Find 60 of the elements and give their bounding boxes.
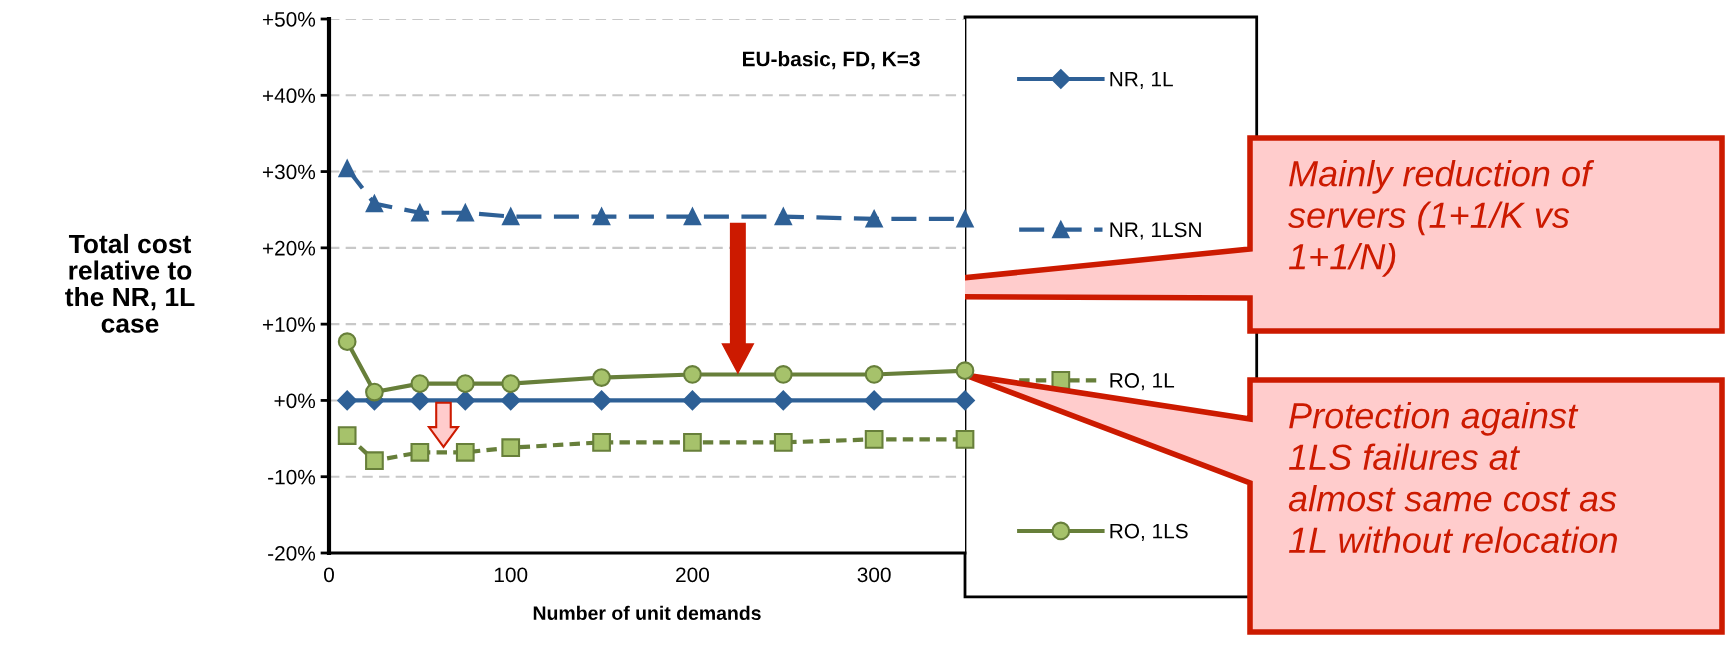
point	[955, 361, 975, 381]
point	[592, 207, 611, 226]
point	[773, 433, 793, 452]
point	[683, 365, 702, 384]
y-tick-label: +30%	[262, 164, 316, 180]
annotation: EU-basic, FD, K=3	[743, 51, 920, 70]
point	[337, 332, 357, 352]
point	[409, 390, 430, 411]
y-tick-label: +0%	[274, 393, 316, 409]
legend-label: NR, 1LSN	[1110, 222, 1201, 240]
point	[411, 204, 429, 222]
x-tick-label: 300	[857, 567, 891, 583]
point	[337, 426, 357, 445]
point	[683, 207, 702, 226]
y-tick-label: +10%	[262, 317, 316, 332]
y-tick-label: +50%	[262, 12, 316, 27]
point	[410, 374, 430, 394]
y-tick-label: +40%	[262, 88, 316, 104]
point	[773, 390, 794, 411]
point	[456, 204, 474, 222]
point	[774, 207, 792, 226]
point	[338, 159, 356, 178]
text: Protection against 1LS failures at almost same cost as 1L without relocation	[1288, 402, 1617, 554]
point	[865, 210, 883, 228]
point	[455, 442, 475, 462]
point	[682, 390, 703, 411]
x-tick-label: 200	[676, 567, 709, 583]
point	[591, 390, 612, 411]
legend-label: RO, 1LS	[1110, 523, 1188, 541]
point	[955, 429, 975, 449]
point	[365, 194, 384, 213]
x-tick-label: 100	[494, 567, 528, 583]
point	[502, 207, 520, 226]
y-tick-label: -10%	[268, 469, 316, 485]
point	[410, 442, 430, 462]
point	[500, 390, 521, 411]
point	[501, 438, 521, 458]
point	[773, 365, 793, 384]
x-axis-title: Number of unit demands	[533, 605, 761, 621]
point	[592, 433, 611, 452]
point	[365, 382, 384, 402]
legend-label: RO, 1L	[1110, 373, 1175, 391]
point	[337, 390, 358, 411]
point	[592, 368, 611, 387]
point	[501, 374, 521, 394]
point	[455, 390, 476, 411]
legend-label: NR, 1L	[1110, 71, 1173, 89]
point	[864, 365, 884, 384]
point	[955, 390, 975, 411]
x-tick-label: 0	[324, 567, 334, 583]
y-tick-label: +20%	[262, 240, 316, 256]
point	[365, 451, 384, 471]
y-tick-label: -20%	[268, 546, 316, 561]
text: Mainly reduction of servers (1+1/K vs 1+1/N)	[1288, 160, 1595, 277]
point	[864, 390, 885, 411]
point	[864, 429, 884, 449]
point	[956, 210, 974, 228]
y-axis-title: Total cost relative to the NR, 1L case	[65, 233, 195, 333]
point	[683, 433, 702, 452]
point	[455, 374, 475, 394]
